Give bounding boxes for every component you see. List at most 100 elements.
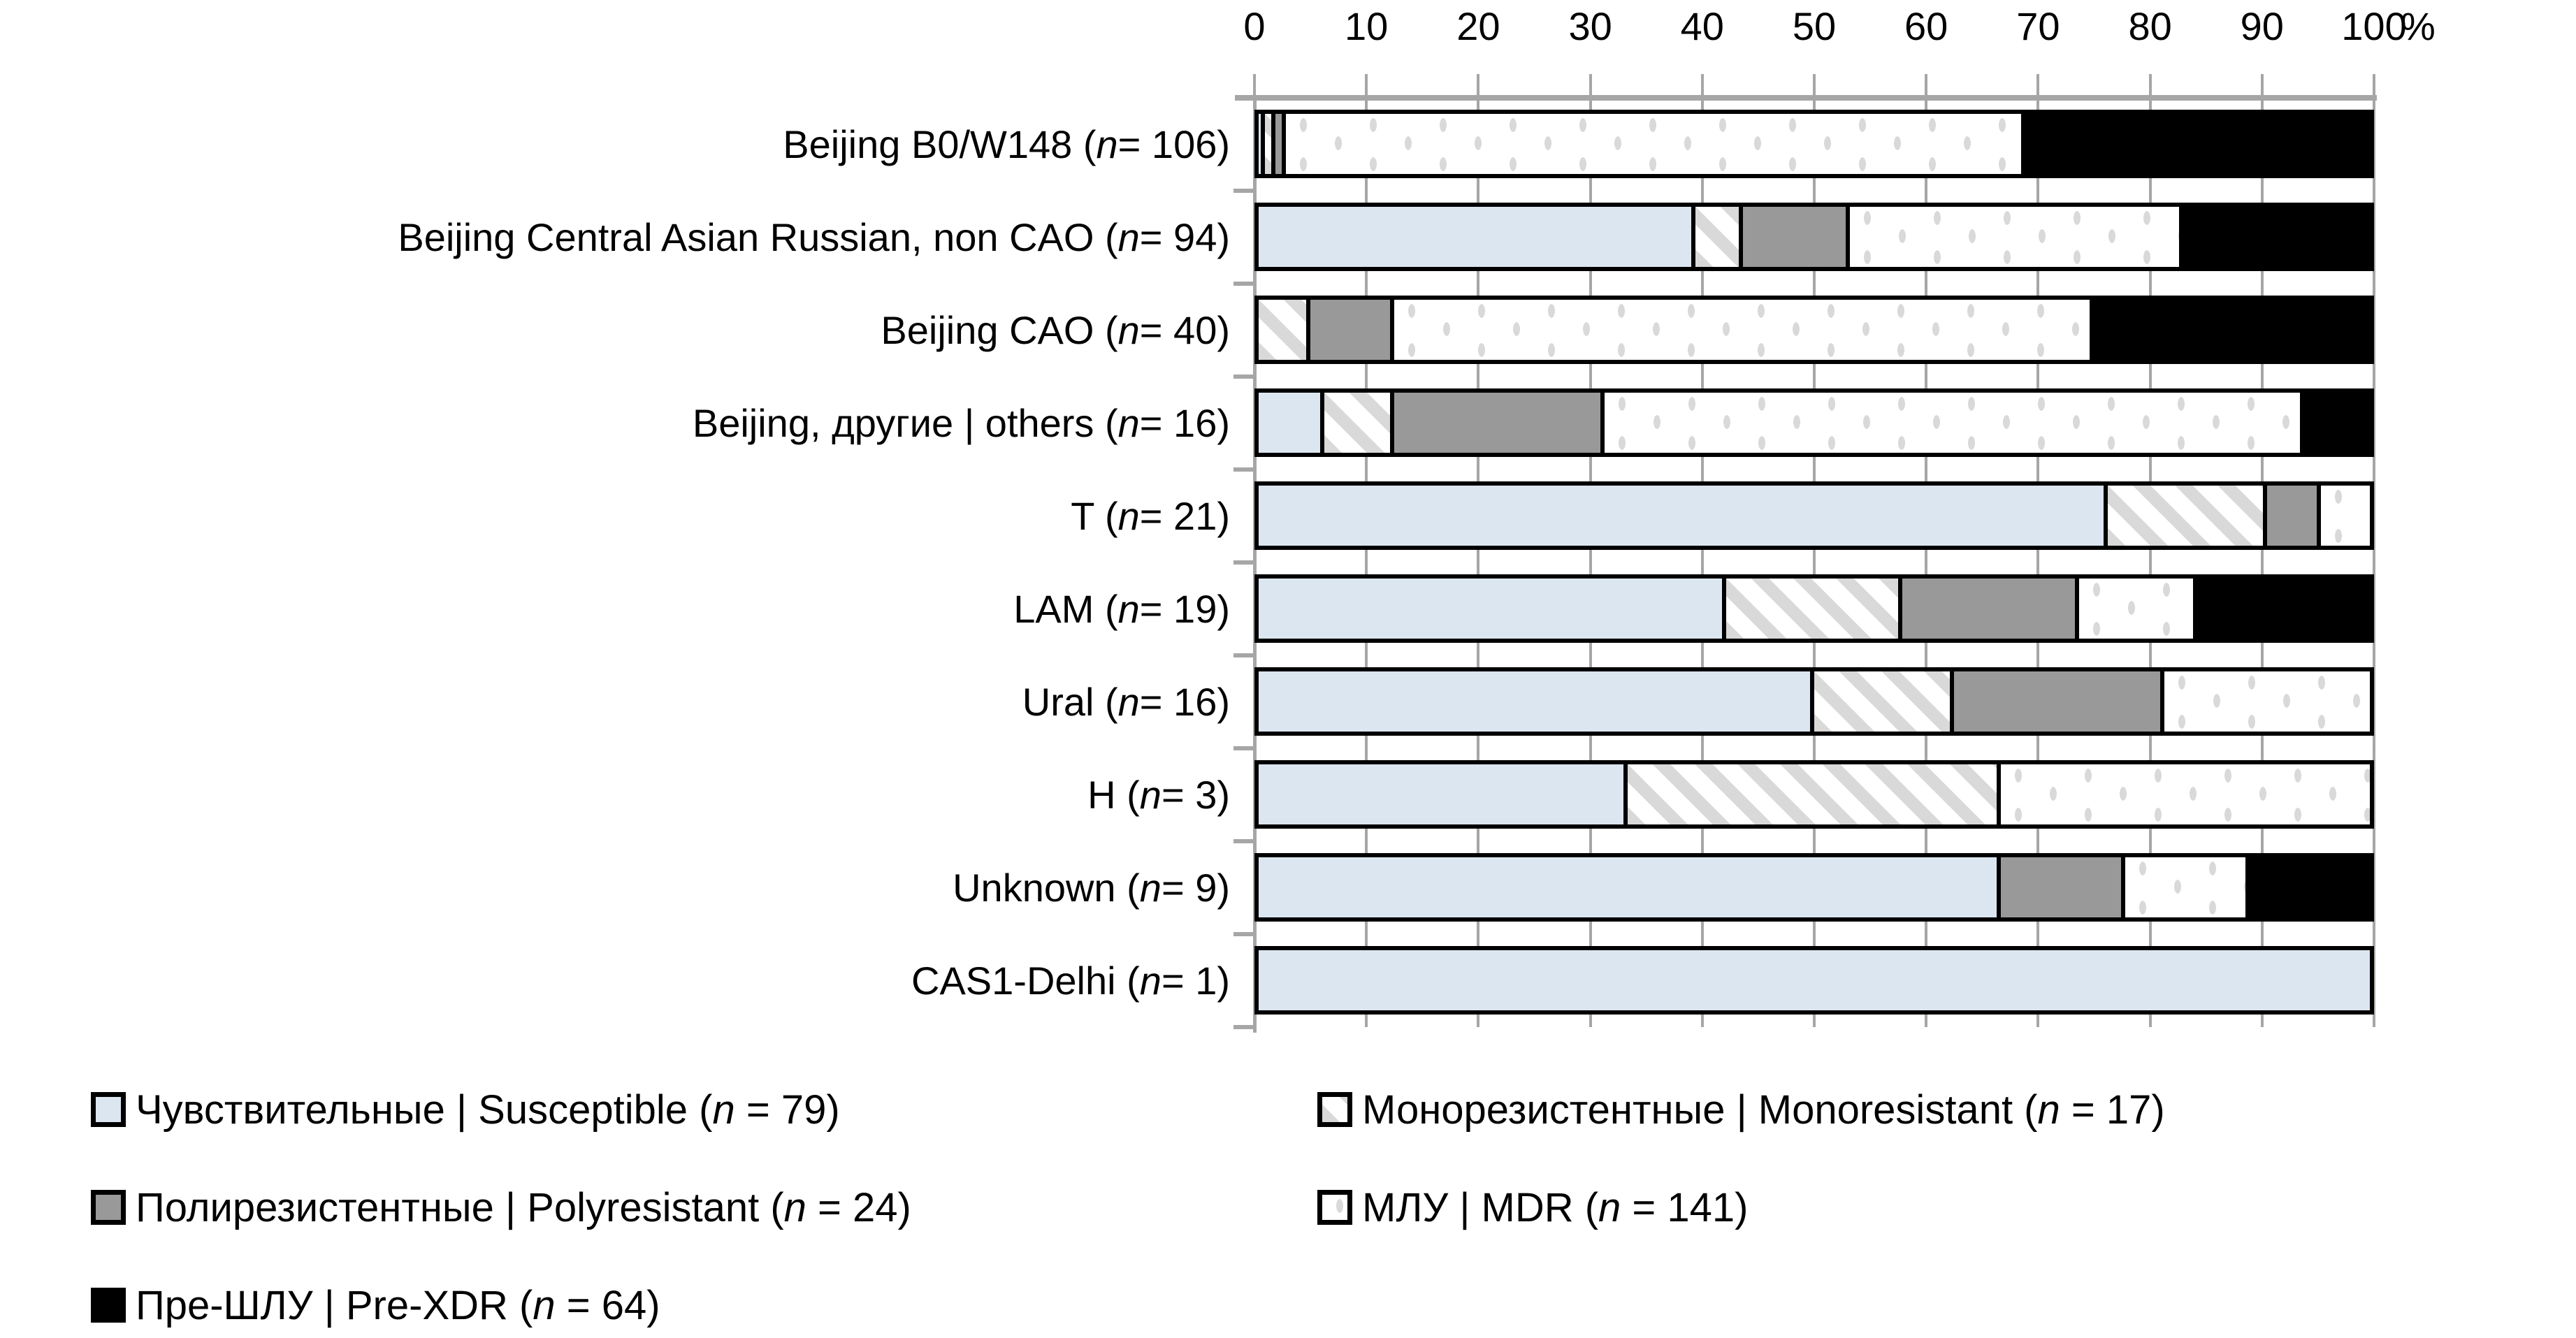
bar-segment-mdr: [1394, 296, 2094, 364]
axis-tick-label: 90: [2240, 4, 2284, 48]
bar-segment-polyresistant: [1742, 203, 1851, 271]
italic-n: n: [1117, 401, 1140, 445]
legend-item: Чувствительные | Susceptible (n = 79): [91, 1082, 840, 1137]
italic-n: n: [1117, 494, 1140, 538]
italic-n: n: [533, 1282, 556, 1328]
bar-segment-mdr: [1286, 110, 2026, 178]
italic-n: n: [1139, 959, 1162, 1003]
bar-segment-mdr: [1850, 203, 2184, 271]
bar-segment-susceptible: [1254, 946, 2374, 1015]
italic-n: n: [712, 1086, 735, 1133]
bar-segment-polyresistant: [1310, 296, 1395, 364]
category-label: Beijing, другие | others (n = 16): [692, 401, 1230, 445]
gridline: [2260, 74, 2264, 1027]
legend-label: Пре-ШЛУ | Pre-XDR (n = 64): [136, 1282, 660, 1328]
axis-tick-label: 10: [1345, 4, 1389, 48]
legend-item: Полирезистентные | Polyresistant (n = 24…: [91, 1179, 911, 1235]
bar-row: [1254, 946, 2374, 1015]
bar-segment-susceptible: [1254, 203, 1695, 271]
legend-label: Полирезистентные | Polyresistant (n = 24…: [136, 1184, 911, 1230]
legend-swatch-mdr: [1317, 1190, 1352, 1225]
gridline: [1925, 74, 1928, 1027]
bar-row: [1254, 760, 2374, 829]
bar-row: [1254, 110, 2374, 178]
axis-tick-label: 0: [1243, 4, 1266, 48]
bar-segment-mdr: [2164, 667, 2374, 736]
category-label: Beijing Central Asian Russian, non CAO (…: [398, 215, 1230, 259]
bar-segment-monoresistant: [2107, 481, 2268, 550]
y-axis-tick: [1233, 189, 1253, 193]
legend-swatch-prexdr: [91, 1288, 126, 1323]
gridline: [1589, 74, 1592, 1027]
bar-segment-mdr: [1604, 388, 2304, 457]
gridline: [1700, 74, 1704, 1027]
axis-tick-label: 70: [2016, 4, 2060, 48]
legend-label: МЛУ | MDR (n = 141): [1362, 1184, 1749, 1230]
bar-segment-monoresistant: [1695, 203, 1743, 271]
axis-tick-label: 40: [1680, 4, 1724, 48]
bar-row: [1254, 481, 2374, 550]
axis-tick-label: 100: [2341, 4, 2407, 48]
category-label: T (n = 21): [1071, 494, 1230, 538]
bar-segment-monoresistant: [1324, 388, 1395, 457]
legend-swatch-monoresistant: [1317, 1092, 1352, 1127]
bar-segment-polyresistant: [2001, 853, 2125, 922]
bar-segment-mdr: [2320, 481, 2374, 550]
legend-swatch-polyresistant: [91, 1190, 126, 1225]
axis-tick-label: 20: [1456, 4, 1500, 48]
y-axis-tick: [1233, 839, 1253, 843]
italic-n: n: [2037, 1086, 2060, 1133]
legend-label: Монорезистентные | Monoresistant (n = 17…: [1362, 1086, 2165, 1133]
italic-n: n: [1117, 215, 1140, 259]
bar-segment-prexdr: [2249, 853, 2374, 922]
legend-label: Чувствительные | Susceptible (n = 79): [136, 1086, 840, 1133]
gridline: [2148, 74, 2152, 1027]
bar-row: [1254, 296, 2374, 364]
axis-tick-label: 60: [1904, 4, 1948, 48]
y-axis-tick: [1233, 375, 1253, 379]
axis-tick-label: 80: [2128, 4, 2172, 48]
bar-segment-polyresistant: [1902, 574, 2080, 643]
bar-segment-susceptible: [1254, 853, 2001, 922]
bar-segment-monoresistant: [1814, 667, 1955, 736]
legend-swatch-susceptible: [91, 1092, 126, 1127]
bar-segment-susceptible: [1254, 574, 1726, 643]
category-label: Beijing B0/W148 (n = 106): [783, 122, 1230, 166]
gridline: [2036, 74, 2040, 1027]
bar-segment-prexdr: [2197, 574, 2374, 643]
italic-n: n: [1096, 122, 1118, 166]
bar-segment-prexdr: [2025, 110, 2374, 178]
bar-segment-polyresistant: [1394, 388, 1605, 457]
category-label: Ural (n = 16): [1022, 680, 1230, 724]
category-label: Unknown (n = 9): [953, 866, 1230, 910]
bar-segment-mdr: [2079, 574, 2198, 643]
bar-row: [1254, 853, 2374, 922]
category-label: LAM (n = 19): [1013, 587, 1230, 631]
category-label: Beijing CAO (n = 40): [881, 308, 1230, 352]
bar-segment-prexdr: [2303, 388, 2374, 457]
y-axis-tick: [1233, 653, 1253, 657]
category-label: CAS1-Delhi (n = 1): [911, 959, 1230, 1003]
gridline: [1813, 74, 1816, 1027]
y-axis-tick: [1233, 560, 1253, 565]
bar-segment-polyresistant: [1954, 667, 2164, 736]
bar-segment-monoresistant: [1254, 296, 1311, 364]
y-axis-line: [1253, 98, 1257, 1033]
italic-n: n: [1139, 773, 1162, 817]
legend-item: МЛУ | MDR (n = 141): [1317, 1179, 1748, 1235]
gridline: [1365, 74, 1368, 1027]
bar-segment-monoresistant: [1627, 760, 2001, 829]
italic-n: n: [783, 1184, 806, 1230]
italic-n: n: [1117, 680, 1140, 724]
bar-segment-polyresistant: [1275, 110, 1287, 178]
axis-unit-label: %: [2401, 4, 2436, 48]
italic-n: n: [1117, 587, 1140, 631]
axis-tick-label: 50: [1792, 4, 1837, 48]
bar-segment-prexdr: [2094, 296, 2374, 364]
x-axis-line: [1235, 95, 2377, 101]
bar-row: [1254, 388, 2374, 457]
bar-segment-susceptible: [1254, 667, 1814, 736]
gridline: [1477, 74, 1480, 1027]
bar-segment-susceptible: [1254, 760, 1628, 829]
y-axis-tick: [1233, 932, 1253, 936]
